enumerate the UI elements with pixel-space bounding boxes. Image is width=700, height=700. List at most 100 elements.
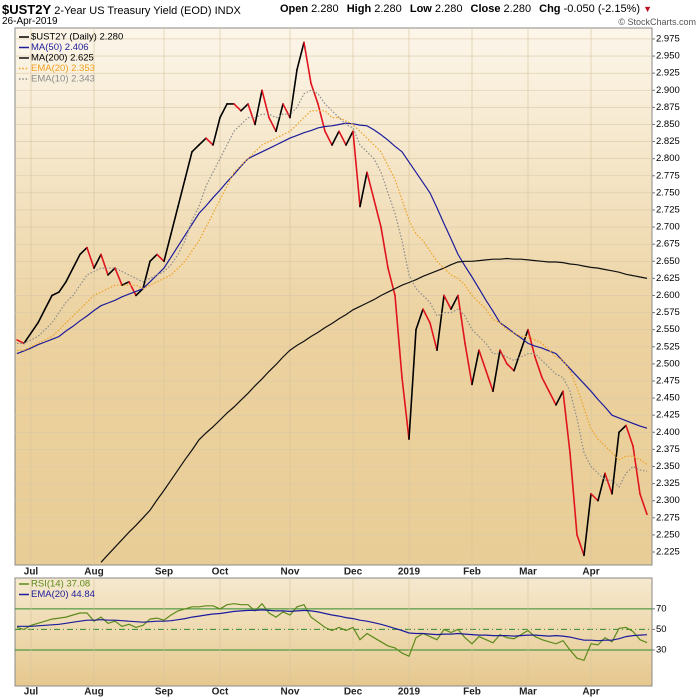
instrument-name: 2-Year US Treasury Yield (EOD) xyxy=(54,5,212,17)
price-segment xyxy=(107,267,116,276)
legend-label: EMA(20) 2.353 xyxy=(31,63,95,74)
price-segment xyxy=(275,103,284,133)
quote-label: Low xyxy=(409,3,432,15)
price-segment xyxy=(618,424,627,434)
price-segment xyxy=(163,233,172,263)
down-arrow: ▼ xyxy=(643,4,652,14)
x-tick-label: Feb xyxy=(463,687,481,698)
quote-value: 2.280 xyxy=(503,3,532,15)
y-tick-label: 2.600 xyxy=(656,290,680,301)
price-segment xyxy=(198,137,207,146)
price-segment xyxy=(177,178,186,208)
price-segment xyxy=(58,280,67,293)
price-segment xyxy=(30,322,39,334)
legend-label: MA(50) 2.406 xyxy=(31,42,89,53)
y-tick-label: 2.375 xyxy=(656,444,680,455)
price-segment xyxy=(436,294,445,352)
price-segment xyxy=(205,137,214,146)
y-tick-label: 2.425 xyxy=(656,410,680,421)
price-segment xyxy=(86,246,95,269)
price-segment xyxy=(492,349,501,393)
y-tick-label: 2.575 xyxy=(656,307,680,318)
price-segment xyxy=(324,130,333,146)
price-segment xyxy=(93,253,102,269)
price-segment xyxy=(373,198,382,228)
price-segment xyxy=(289,68,298,119)
date: 26-Apr-2019 xyxy=(2,16,58,27)
y-tick-label: 2.925 xyxy=(656,68,680,79)
y-tick-label: 2.475 xyxy=(656,375,680,386)
x-tick-label: Mar xyxy=(519,687,537,698)
x-tick-label: Nov xyxy=(281,687,300,698)
price-segment xyxy=(401,376,410,440)
price-segment xyxy=(611,431,620,495)
price-segment xyxy=(303,41,312,85)
price-segment xyxy=(254,89,263,126)
y-tick-label: 2.500 xyxy=(656,358,680,369)
price-segment xyxy=(114,267,123,287)
x-tick-label: Apr xyxy=(582,567,599,578)
price-segment xyxy=(429,322,438,352)
y-tick-label: 2.350 xyxy=(656,461,680,472)
price-segment xyxy=(282,103,291,119)
price-segment xyxy=(506,363,515,372)
quote-label: Open xyxy=(279,3,309,15)
series-line xyxy=(16,602,648,662)
x-tick-label: 2019 xyxy=(398,567,421,578)
price-segment xyxy=(51,291,60,297)
y-tick-label: 2.750 xyxy=(656,187,680,198)
price-segment xyxy=(359,171,368,208)
price-segment xyxy=(121,280,130,287)
x-tick-label: Sep xyxy=(155,567,173,578)
quote-label: Chg xyxy=(539,3,561,15)
price-segment xyxy=(128,280,137,297)
legend-label: EMA(10) 2.343 xyxy=(31,74,95,85)
x-tick-label: Oct xyxy=(212,567,229,578)
price-segment xyxy=(149,253,158,263)
x-tick-label: Oct xyxy=(212,687,229,698)
price-segment xyxy=(191,144,200,153)
price-segment xyxy=(142,260,151,290)
y-tick-label: 30 xyxy=(656,645,667,656)
y-tick-label: 2.950 xyxy=(656,51,680,62)
x-tick-label: Jul xyxy=(24,687,39,698)
price-segment xyxy=(471,349,480,386)
price-segment xyxy=(156,253,165,263)
quote-value: 2.280 xyxy=(374,3,402,15)
price-segment xyxy=(247,103,256,126)
y-tick-label: 70 xyxy=(656,603,667,614)
price-segment xyxy=(212,116,221,146)
x-tick-label: Aug xyxy=(84,687,103,698)
price-segment xyxy=(16,339,25,345)
x-tick-label: Nov xyxy=(281,567,300,578)
legend-label: RSI(14) 37.08 xyxy=(31,579,90,590)
x-tick-label: Sep xyxy=(155,687,173,698)
price-segment xyxy=(597,472,606,502)
price-segment xyxy=(331,130,340,146)
price-segment xyxy=(37,308,46,324)
y-tick-label: 2.325 xyxy=(656,478,680,489)
price-segment xyxy=(541,376,550,393)
credit: © StockCharts.com xyxy=(618,17,696,27)
price-segment xyxy=(184,151,193,180)
y-tick-label: 2.900 xyxy=(656,85,680,96)
price-segment xyxy=(408,328,417,440)
series-line xyxy=(17,89,648,488)
price-segment xyxy=(527,328,536,358)
price-segment xyxy=(240,103,249,112)
price-segment xyxy=(534,356,543,379)
exchange: INDX xyxy=(214,5,241,17)
header: $UST2Y 2-Year US Treasury Yield (EOD) IN… xyxy=(2,2,698,27)
price-segment xyxy=(387,267,396,297)
x-tick-label: Mar xyxy=(519,567,537,578)
y-tick-label: 2.225 xyxy=(656,547,680,558)
price-segment xyxy=(443,294,452,310)
price-segment xyxy=(170,205,179,235)
price-segment xyxy=(352,130,361,208)
legend-label: MA(200) 2.625 xyxy=(31,53,94,64)
price-segment xyxy=(261,89,270,119)
price-segment xyxy=(380,226,389,269)
series-line xyxy=(17,609,648,642)
